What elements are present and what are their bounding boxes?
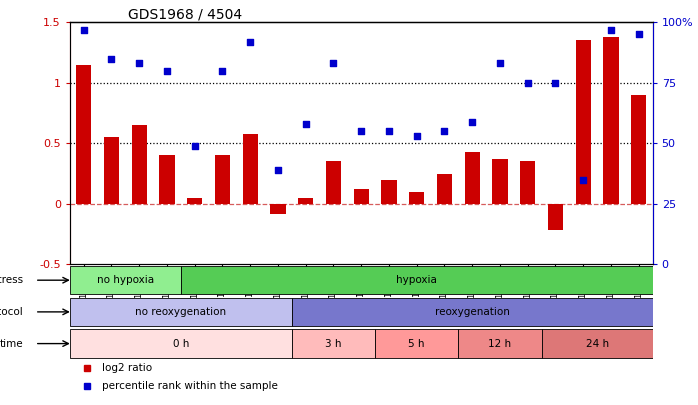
Point (411, 133, 422, 139)
Bar (437, 174, 452, 204)
Text: 24 h: 24 h (586, 339, 609, 349)
Point (356, 128, 367, 134)
Point (605, 26, 616, 33)
Bar (292, 329, 375, 358)
Point (244, 38, 255, 45)
Bar (326, 162, 341, 204)
Bar (548, 204, 563, 230)
Bar (270, 204, 285, 213)
Point (272, 167, 283, 173)
Bar (181, 266, 653, 294)
Text: hypoxia: hypoxia (396, 275, 437, 285)
Bar (542, 329, 653, 358)
Text: no hypoxia: no hypoxia (97, 275, 154, 285)
Bar (243, 134, 258, 204)
Bar (70, 298, 292, 326)
Bar (292, 298, 653, 326)
Point (578, 177, 589, 183)
Text: no reoxygenation: no reoxygenation (135, 307, 226, 317)
Bar (409, 192, 424, 204)
Point (439, 128, 450, 134)
Bar (375, 329, 459, 358)
Bar (104, 137, 119, 204)
Bar (465, 152, 480, 204)
Bar (70, 329, 292, 358)
Bar (631, 95, 646, 204)
Bar (215, 156, 230, 204)
Point (106, 55, 117, 62)
Bar (492, 159, 507, 204)
Text: 12 h: 12 h (489, 339, 512, 349)
Text: 3 h: 3 h (325, 339, 342, 349)
Point (550, 79, 561, 86)
Point (78, 26, 89, 33)
Bar (159, 156, 174, 204)
Bar (576, 40, 591, 204)
Text: GDS1968 / 4504: GDS1968 / 4504 (128, 7, 242, 21)
Text: reoxygenation: reoxygenation (435, 307, 510, 317)
Point (467, 118, 478, 125)
Bar (298, 198, 313, 204)
Bar (381, 180, 396, 204)
Point (133, 60, 144, 67)
Text: log2 ratio: log2 ratio (102, 363, 152, 373)
Bar (131, 125, 147, 204)
Point (383, 128, 394, 134)
Bar (603, 37, 618, 204)
Point (300, 121, 311, 127)
Text: 5 h: 5 h (408, 339, 425, 349)
Point (189, 143, 200, 149)
Text: time: time (0, 339, 23, 349)
Bar (459, 329, 542, 358)
Text: stress: stress (0, 275, 23, 285)
Point (494, 60, 505, 67)
Bar (76, 65, 91, 204)
Text: protocol: protocol (0, 307, 23, 317)
Point (161, 68, 172, 74)
Point (217, 68, 228, 74)
Bar (520, 162, 535, 204)
Bar (187, 198, 202, 204)
Text: 0 h: 0 h (172, 339, 189, 349)
Point (633, 31, 644, 38)
Text: percentile rank within the sample: percentile rank within the sample (102, 382, 278, 391)
Point (522, 79, 533, 86)
Point (328, 60, 339, 67)
Bar (354, 189, 369, 204)
Bar (70, 266, 181, 294)
